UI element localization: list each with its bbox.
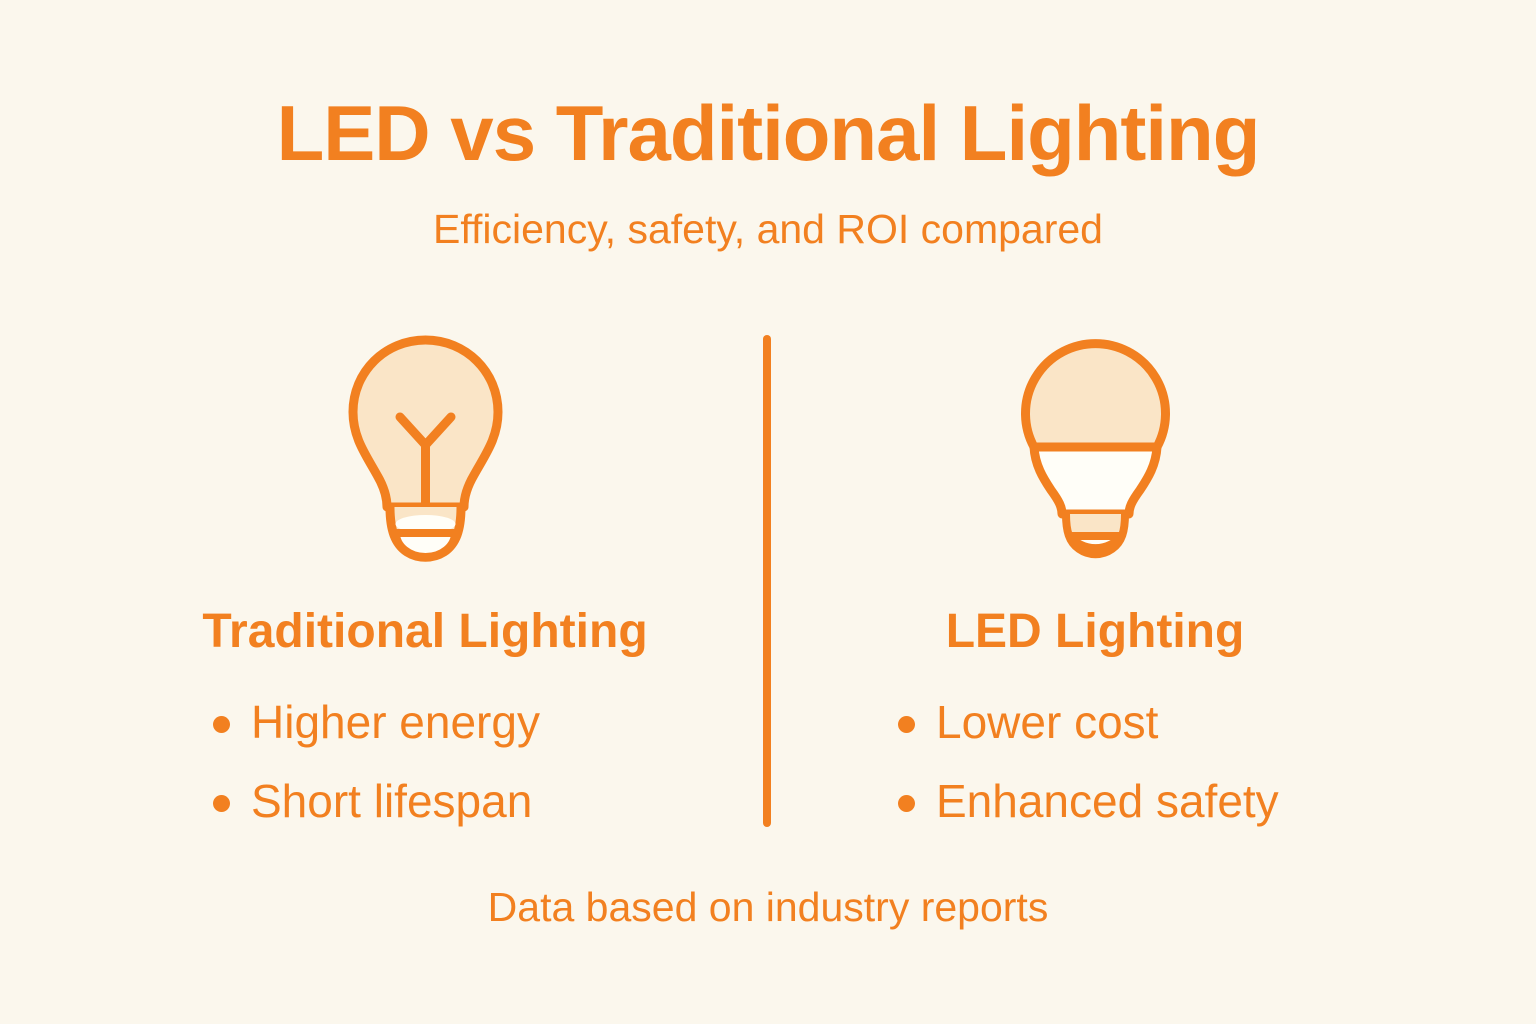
bullet-dot: [213, 794, 230, 812]
bullet-label: Lower cost: [936, 696, 1159, 749]
column-led: LED Lighting Lower cost Enhanced safety: [775, 330, 1415, 857]
column-heading-traditional: Traditional Lighting: [202, 605, 648, 658]
bullet-item: Short lifespan: [213, 778, 745, 824]
page-subtitle: Efficiency, safety, and ROI compared: [433, 206, 1103, 252]
bullet-list-led: Lower cost Enhanced safety: [775, 699, 1415, 824]
column-traditional: Traditional Lighting Higher energy Short…: [105, 330, 745, 857]
bullet-item: Lower cost: [898, 699, 1415, 745]
bullet-dot: [898, 715, 915, 733]
bullet-label: Enhanced safety: [936, 775, 1279, 828]
footer-note: Data based on industry reports: [487, 884, 1049, 930]
bullet-dot: [898, 794, 915, 812]
column-divider: [763, 335, 771, 827]
bullet-label: Higher energy: [251, 696, 540, 749]
bullet-list-traditional: Higher energy Short lifespan: [105, 699, 745, 824]
led-bulb-icon: [775, 330, 1415, 568]
bullet-item: Higher energy: [213, 699, 745, 745]
bullet-dot: [213, 715, 230, 733]
page-title: LED vs Traditional Lighting: [276, 89, 1261, 177]
incandescent-bulb-icon: [105, 330, 745, 568]
bullet-item: Enhanced safety: [898, 778, 1415, 824]
bullet-label: Short lifespan: [251, 775, 533, 828]
column-heading-led: LED Lighting: [945, 605, 1245, 658]
